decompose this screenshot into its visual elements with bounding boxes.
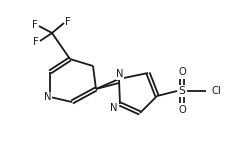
Text: Cl: Cl (211, 86, 221, 96)
Text: O: O (178, 67, 186, 77)
Text: F: F (33, 37, 39, 47)
Text: N: N (116, 69, 124, 79)
Text: F: F (65, 17, 71, 27)
Text: N: N (44, 92, 52, 102)
Text: F: F (32, 20, 38, 30)
Text: O: O (178, 105, 186, 115)
Text: S: S (179, 86, 185, 96)
Text: N: N (110, 103, 118, 113)
